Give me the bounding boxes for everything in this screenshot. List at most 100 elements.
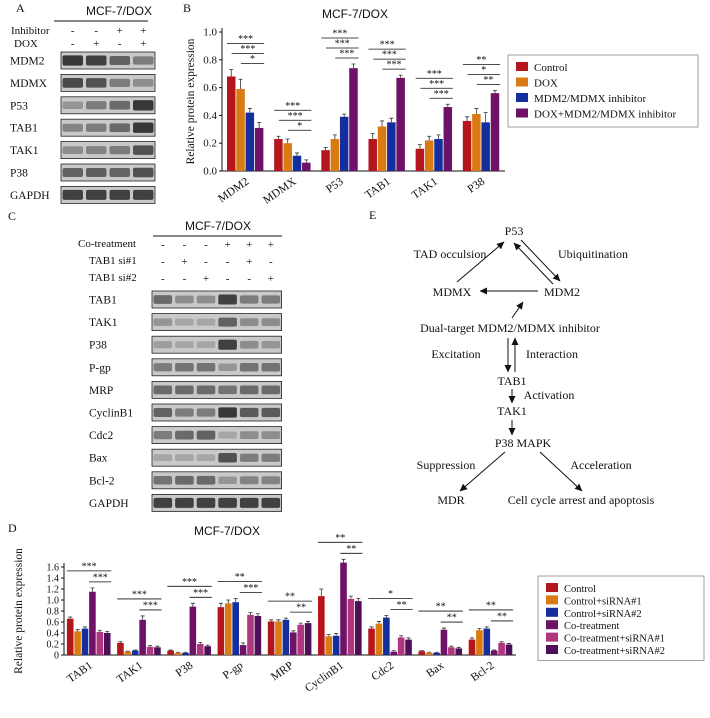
sig-mark-mdmx-2: *** <box>288 111 303 122</box>
legend-label-control-sirna-1: Control+siRNA#1 <box>564 596 642 607</box>
errorbar-control-p38 <box>168 649 173 651</box>
panel-b-label: B <box>183 1 191 15</box>
sign-co-treatment-lane-4: + <box>224 239 230 251</box>
panel-b: B MCF-7/DOX Relative protein expression 0.… <box>183 1 699 207</box>
bar-control-sirna-1-cdc2 <box>375 623 383 655</box>
errorbar-control-sirna-2-mrp <box>283 617 288 620</box>
bar-control-sirna-1-bcl-2 <box>476 630 483 655</box>
errorbar-control-sirna-1-tak1 <box>125 650 130 652</box>
errorbar-mdm2-mdmx-inhibitor-tab1 <box>389 117 394 123</box>
blot-band-p53-lane-1 <box>62 101 83 110</box>
bar-control-bcl-2 <box>468 639 476 655</box>
errorbar-co-treatment-bax <box>441 627 446 630</box>
sig-mark-tab1-2: *** <box>93 572 108 583</box>
bar-control-sirna-1-tab1 <box>74 631 81 655</box>
blot-band-cdc2-lane-2 <box>175 430 194 440</box>
bar-control-p-gp <box>217 607 225 655</box>
bar-co-treatment-sirna-1-mrp <box>297 624 304 655</box>
legend-label-co-treatment-sirna-1: Co-treatment+siRNA#1 <box>564 634 665 645</box>
bar-control-sirna-2-cyclinb1 <box>332 635 340 655</box>
sign-tab1-si-1-lane-5: + <box>246 256 252 268</box>
blot-band-gapdh-lane-4 <box>133 189 154 200</box>
errorbar-mdm2-mdmx-inhibitor-tak1 <box>436 134 441 140</box>
bar-dox-mdmx <box>283 143 292 171</box>
sig-mark-bcl-2-2: ** <box>497 611 507 622</box>
blot-label-p53: P53 <box>10 100 28 112</box>
errorbar-co-treatment-sirna-2-bax <box>456 646 461 649</box>
blot-band-tab1-lane-3 <box>109 123 130 133</box>
blot-band-p-gp-lane-6 <box>261 363 281 372</box>
blot-strip-mdm2 <box>60 51 156 70</box>
bar-co-treatment-sirna-2-tab1 <box>103 633 111 655</box>
errorbar-dox-mdm2-mdmx-inhibitor-mdm2 <box>257 121 262 128</box>
blot-label-gapdh: GAPDH <box>10 190 50 202</box>
blot-band-bax-lane-4 <box>218 452 237 463</box>
sig-mark-mdmx-3: * <box>297 121 302 132</box>
bar-dox-mdm2-mdmx-inhibitor-tab1 <box>396 77 405 171</box>
chart-d-ytick-label: 1.0 <box>47 596 60 607</box>
blot-band-tak1-lane-1 <box>153 318 173 326</box>
sig-mark-tak1-1: *** <box>132 589 147 600</box>
bar-dox-mdm2-mdmx-inhibitor-mdm2 <box>254 127 264 171</box>
legend-label-control: Control <box>564 584 596 595</box>
blot-strip-gapdh <box>60 185 156 204</box>
blot-label-p38: P38 <box>89 340 107 352</box>
blot-band-tab1-lane-1 <box>62 123 83 132</box>
blot-band-cdc2-lane-5 <box>239 431 259 439</box>
blot-band-bcl-2-lane-3 <box>196 475 216 485</box>
errorbar-control-p53 <box>323 146 328 151</box>
blot-band-tak1-lane-2 <box>86 146 107 155</box>
errorbar-dox-mdm2-mdmx-inhibitor-p53 <box>351 63 356 69</box>
chart-b-category-tak1: TAK1 <box>410 175 440 201</box>
errorbar-co-treatment-cdc2 <box>391 650 396 652</box>
bar-co-treatment-sirna-2-mrp <box>304 623 312 655</box>
blot-band-p38-lane-6 <box>261 340 281 349</box>
blot-band-gapdh-lane-5 <box>239 497 259 508</box>
blot-label-tak1: TAK1 <box>89 317 118 329</box>
blot-band-tak1-lane-3 <box>109 145 130 155</box>
chart-b-category-p38: P38 <box>466 175 488 195</box>
blot-band-mdm2-lane-3 <box>109 55 130 66</box>
sig-mark-tab1-2: *** <box>382 50 397 61</box>
errorbar-control-cyclinb1 <box>319 588 324 597</box>
blot-band-p53-lane-3 <box>109 100 130 110</box>
chart-b-ytick-label: 1.0 <box>203 27 217 39</box>
chart-d-ytick-label: 1.6 <box>47 563 60 574</box>
sig-mark-tak1-2: *** <box>429 79 444 90</box>
sign-co-treatment-lane-6: + <box>268 239 274 251</box>
node-mdm2: MDM2 <box>544 285 580 299</box>
legend-label-control-sirna-2: Control+siRNA#2 <box>564 609 642 620</box>
chart-d-category-p-gp: P-gp <box>221 659 246 681</box>
errorbar-mdm2-mdmx-inhibitor-p53 <box>342 113 347 117</box>
sig-mark-p53-1: *** <box>332 28 347 39</box>
chart-d-ylabel: Relative protein expression <box>13 548 25 674</box>
blot-strip-tab1 <box>151 290 283 309</box>
sign-tab1-si-2-lane-5: - <box>247 273 251 285</box>
blot-label-tak1: TAK1 <box>10 145 39 157</box>
blot-band-p38-lane-3 <box>109 168 130 177</box>
bar-co-treatment-tab1 <box>89 591 96 655</box>
sig-mark-p38-3: ** <box>483 75 493 86</box>
blot-strip-tak1 <box>60 141 156 160</box>
errorbar-control-p38 <box>465 116 470 121</box>
blot-label-tab1: TAB1 <box>89 295 117 307</box>
chart-d-category-bcl-2: Bcl-2 <box>469 659 497 684</box>
blot-label-p38: P38 <box>10 168 28 180</box>
sign-tab1-si-2-lane-3: + <box>203 273 209 285</box>
errorbar-control-sirna-2-p-gp <box>233 597 238 603</box>
blot-band-tak1-lane-1 <box>62 146 83 154</box>
sign-tab1-si-2-lane-1: - <box>161 273 165 285</box>
bar-dox-p38 <box>472 114 481 171</box>
bar-dox-mdm2 <box>236 88 245 171</box>
bar-control-mdm2 <box>226 76 236 171</box>
chart-b-category-tab1: TAB1 <box>363 175 393 201</box>
bar-mdm2-mdmx-inhibitor-mdm2 <box>245 112 255 171</box>
bar-co-treatment-tak1 <box>139 619 146 655</box>
sig-mark-mdm2-1: *** <box>238 34 253 45</box>
legend-label-dox: DOX <box>534 78 558 90</box>
errorbar-control-p-gp <box>218 602 223 608</box>
chart-d-ytick-label: 0.4 <box>47 629 60 640</box>
errorbar-dox-p38 <box>474 108 479 115</box>
blot-label-tab1: TAB1 <box>10 123 38 135</box>
panel-d-label: D <box>8 521 17 535</box>
